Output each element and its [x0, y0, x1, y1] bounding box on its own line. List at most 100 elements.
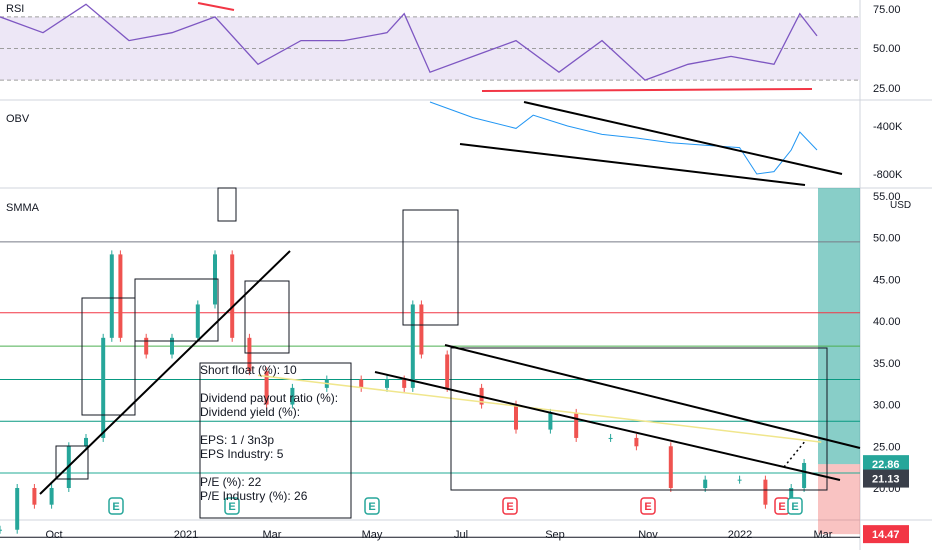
- candle-body: [170, 337, 174, 355]
- fundamentals-notes: Short float (%): 10 Dividend payout ratio…: [200, 363, 350, 517]
- candle-body: [385, 379, 389, 388]
- candle-body: [118, 254, 123, 338]
- obv-tick-label: -400K: [873, 121, 903, 133]
- candle-body: [264, 371, 269, 405]
- note-line: Short float (%): 10: [200, 363, 297, 377]
- candle-body: [144, 337, 149, 355]
- currency-label: USD: [890, 200, 912, 211]
- price-tick-label: 45.00: [873, 274, 901, 286]
- note-line: Dividend payout ratio (%):: [200, 391, 339, 405]
- candle-body: [737, 479, 742, 481]
- candle-body: [101, 337, 106, 438]
- candle-body: [84, 437, 88, 447]
- candle-body: [49, 488, 54, 505]
- candle-body: [763, 479, 768, 505]
- candle-body: [247, 337, 252, 372]
- trendline: [481, 88, 813, 92]
- candle-body: [359, 379, 364, 388]
- price-tick-label: 55.00: [873, 191, 901, 203]
- price-pane-label[interactable]: SMMA: [6, 202, 39, 214]
- candle-body: [608, 437, 613, 439]
- rsi-line: [0, 3, 818, 81]
- candle-body: [109, 254, 114, 338]
- analysis-box: [450, 347, 828, 491]
- earnings-marker-label: E: [112, 501, 119, 513]
- long-profit-zone: [818, 188, 860, 465]
- earnings-marker: [364, 497, 380, 515]
- earnings-marker-label: E: [778, 501, 785, 513]
- x-tick-label: Nov: [638, 529, 658, 541]
- note-line: EPS Industry: 5: [200, 447, 284, 461]
- x-tick-label: Oct: [45, 529, 62, 541]
- analysis-box: [55, 445, 89, 480]
- x-tick-label: Sep: [545, 529, 565, 541]
- horizontal-levels: [0, 16, 860, 538]
- candle-body: [32, 488, 37, 505]
- price-badge-label: 14.47: [872, 529, 900, 541]
- candle-body: [15, 488, 20, 530]
- candle-body: [574, 412, 579, 438]
- candle-body: [0, 529, 2, 531]
- price-badge: [863, 469, 909, 488]
- candle-body: [789, 488, 794, 505]
- candle-body: [548, 412, 553, 430]
- rsi-tick-label: 50.00: [873, 43, 901, 55]
- x-tick-label: Jul: [454, 529, 468, 541]
- earnings-marker: [224, 497, 240, 515]
- x-tick-label: 2021: [174, 529, 198, 541]
- earnings-marker-label: E: [228, 501, 235, 513]
- candle-body: [703, 479, 708, 488]
- long-loss-zone: [818, 464, 860, 535]
- x-tick-label: Mar: [263, 529, 282, 541]
- price-badge: [863, 525, 909, 544]
- analysis-box: [244, 280, 290, 354]
- candle-body: [410, 304, 415, 388]
- price-badge-label: 22.86: [872, 459, 900, 471]
- axes: 75.00 50.00 25.00 -400K -800K 55.00 50.00 45.00…: [45, 4, 909, 544]
- price-badge-label: 21.13: [872, 474, 900, 486]
- earnings-marker-label: E: [644, 501, 651, 513]
- candle-body: [195, 304, 200, 338]
- candle-body: [290, 387, 295, 405]
- analysis-box: [217, 187, 237, 222]
- rsi-pane-label[interactable]: RSI: [6, 3, 25, 15]
- projection-line: [783, 439, 807, 468]
- analysis-box: [134, 278, 219, 342]
- candle-body: [419, 304, 424, 355]
- candle-body: [802, 462, 807, 488]
- price-badge: [863, 455, 909, 474]
- earnings-marker-label: E: [791, 501, 798, 513]
- note-line: [200, 419, 350, 433]
- analysis-box: [402, 209, 459, 326]
- x-tick-label: 2022: [728, 529, 752, 541]
- candle-body: [445, 354, 450, 388]
- candle-body: [230, 254, 235, 338]
- note-line: EPS: 1 / 3n3p: [200, 433, 275, 447]
- earnings-marker-label: E: [368, 501, 375, 513]
- price-tick-label: 50.00: [873, 233, 901, 245]
- price-tick-label: 25.00: [873, 441, 901, 453]
- price-tick-label: 40.00: [873, 316, 901, 328]
- note-line: [200, 461, 350, 475]
- candle-body: [402, 379, 407, 388]
- note-line: P/E Industry (%): 26: [200, 489, 308, 503]
- candle-body: [668, 446, 673, 488]
- obv-line: [429, 101, 818, 175]
- notes-box: [199, 362, 352, 519]
- price-tick-label: 35.00: [873, 358, 901, 370]
- obv-pane-label[interactable]: OBV: [6, 113, 30, 125]
- earnings-marker: [502, 497, 518, 515]
- note-line: P/E (%): 22: [200, 475, 262, 489]
- note-line: Dividend yield (%):: [200, 405, 301, 419]
- earnings-marker: [640, 497, 656, 515]
- obv-tick-label: -800K: [873, 169, 903, 181]
- candle-body: [514, 404, 518, 430]
- rsi-tick-label: 75.00: [873, 4, 901, 16]
- x-tick-label: May: [362, 529, 383, 541]
- trendline: [197, 2, 235, 11]
- price-tick-label: 30.00: [873, 400, 901, 412]
- x-tick-label: Mar: [814, 529, 833, 541]
- earnings-marker: [787, 497, 803, 515]
